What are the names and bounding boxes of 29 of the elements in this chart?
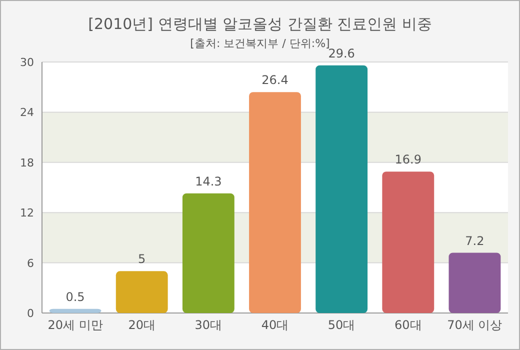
bar	[182, 193, 234, 313]
y-tick-label: 30	[20, 56, 34, 69]
data-label: 14.3	[195, 174, 222, 188]
x-tick-label: 60대	[394, 318, 422, 332]
bar	[382, 172, 434, 313]
bar	[316, 65, 368, 313]
y-tick-label: 0	[27, 307, 34, 320]
bar	[49, 308, 102, 313]
data-label: 0.5	[66, 290, 85, 304]
y-tick-label: 24	[20, 106, 34, 120]
data-label: 26.4	[262, 73, 288, 88]
x-tick-label: 70세 이상	[447, 318, 502, 332]
bar	[448, 252, 501, 313]
x-tick-label: 20대	[128, 318, 156, 332]
y-tick-label: 6	[27, 256, 34, 270]
data-label: 5	[138, 252, 146, 266]
data-label: 16.9	[394, 152, 422, 167]
x-tick-label: 20세 미만	[48, 318, 103, 332]
x-tick-label: 40대	[261, 318, 289, 332]
x-tick-label: 30대	[194, 318, 222, 332]
x-tick-label: 50대	[328, 318, 356, 332]
chart-subtitle: [출처: 보건복지부 / 단위:%]	[190, 37, 330, 50]
data-label: 29.6	[328, 46, 355, 60]
y-tick-label: 12	[20, 206, 34, 220]
data-label: 7.2	[465, 234, 484, 248]
bar	[249, 92, 301, 313]
y-tick-label: 18	[20, 156, 34, 170]
chart-title: [2010년] 연령대별 알코올성 간질환 진료인원 비중	[88, 15, 432, 33]
bar	[116, 271, 168, 313]
